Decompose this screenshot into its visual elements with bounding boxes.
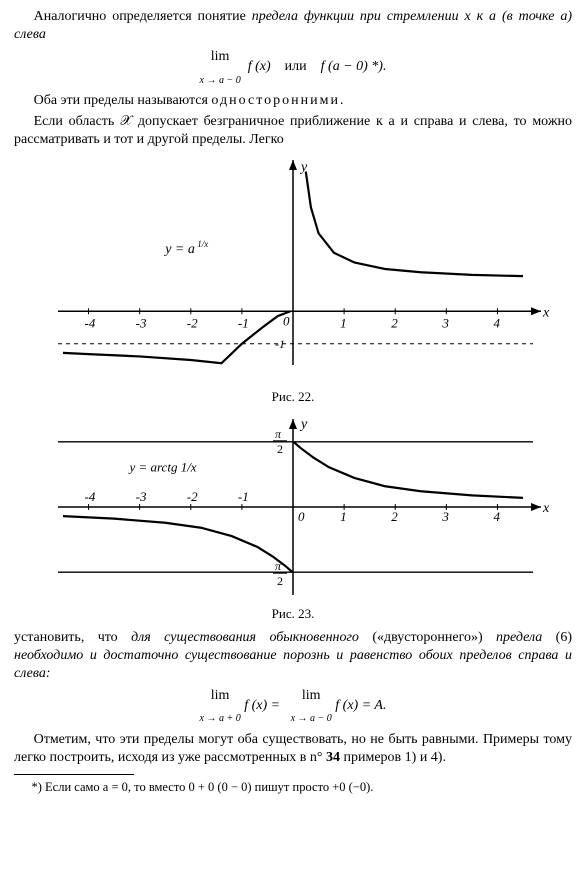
paragraph-1: Аналогично определяется понятие предела …	[14, 8, 572, 44]
svg-text:2: 2	[391, 315, 398, 330]
svg-text:4: 4	[493, 509, 500, 524]
formula-1: lim x → a − 0 f (x) или f (a − 0) *).	[14, 48, 572, 86]
svg-text:2: 2	[391, 509, 398, 524]
lim-symbol-2a: lim	[211, 688, 230, 703]
paragraph-4: установить, что для существования обыкно…	[14, 629, 572, 684]
formula-2: lim x → a + 0 f (x) = lim x → a − 0 f (x…	[14, 687, 572, 725]
svg-text:2: 2	[277, 442, 283, 456]
p5a: Отметим, что эти пределы могут оба сущес…	[14, 732, 572, 765]
paragraph-3: Если область 𝒳 допускает безграничное пр…	[14, 113, 572, 149]
f2-fx1: f (x) =	[244, 698, 280, 713]
svg-text:1: 1	[340, 315, 347, 330]
svg-text:y = a: y = a	[163, 242, 195, 257]
svg-text:y = arctg 1/x: y = arctg 1/x	[127, 460, 196, 475]
p4d: предела	[496, 630, 542, 645]
svg-text:-1: -1	[238, 315, 249, 330]
svg-text:0: 0	[298, 509, 305, 524]
svg-text:y: y	[299, 160, 308, 175]
svg-text:3: 3	[441, 509, 449, 524]
lim-sub-2a: x → a + 0	[200, 713, 241, 724]
paragraph-2: Оба эти пределы называются односторонним…	[14, 92, 572, 110]
lim-symbol-2b: lim	[302, 688, 321, 703]
para1-text: Аналогично определяется понятие	[34, 9, 252, 24]
svg-text:-2: -2	[187, 489, 198, 504]
svg-text:2: 2	[277, 574, 283, 588]
figure-23-caption: Рис. 23.	[14, 606, 572, 623]
svg-text:π: π	[275, 427, 282, 441]
svg-text:-3: -3	[136, 315, 147, 330]
svg-text:x: x	[542, 305, 550, 320]
p4f: необходимо и достаточно существование по…	[14, 648, 572, 681]
svg-text:x: x	[542, 501, 550, 516]
para3-text: Если область 𝒳 допускает безграничное пр…	[14, 114, 572, 147]
chart-23: -4-3-2-101234π2−π2y = arctg 1/xxy	[33, 412, 553, 602]
lim-sub-2b: x → a − 0	[291, 713, 332, 724]
p5b: 34	[326, 750, 340, 765]
figure-22: -4 -3 -2 -1 0 1 2 3 4 -1 y = a1/x x y	[14, 155, 572, 385]
svg-text:-4: -4	[85, 315, 96, 330]
p4a: установить, что	[14, 630, 131, 645]
p5c: примеров 1) и 4).	[340, 750, 446, 765]
chart-22: -4 -3 -2 -1 0 1 2 3 4 -1 y = a1/x x y	[33, 155, 553, 385]
para2-a: Оба эти пределы называются	[34, 93, 212, 108]
figure-23: -4-3-2-101234π2−π2y = arctg 1/xxy	[14, 412, 572, 602]
svg-text:y: y	[299, 417, 308, 432]
p4b: для существования обыкновенного	[131, 630, 359, 645]
svg-text:3: 3	[441, 315, 449, 330]
formula-fx: f (x)	[248, 60, 271, 75]
formula-right: f (a − 0) *).	[321, 60, 387, 75]
svg-text:-2: -2	[187, 315, 198, 330]
svg-text:-4: -4	[85, 489, 96, 504]
svg-text:1: 1	[340, 509, 347, 524]
svg-text:−: −	[265, 565, 272, 579]
svg-text:0: 0	[283, 313, 290, 328]
svg-text:-3: -3	[136, 489, 147, 504]
footnote-rule	[14, 774, 134, 775]
figure-22-caption: Рис. 22.	[14, 389, 572, 406]
para2-b: односторонними.	[211, 93, 345, 108]
lim-symbol: lim	[211, 49, 230, 64]
svg-text:4: 4	[493, 315, 500, 330]
p4e: (6)	[542, 630, 572, 645]
p4c: («двустороннего»)	[359, 630, 496, 645]
formula-or: или	[285, 60, 307, 75]
svg-text:-1: -1	[238, 489, 249, 504]
svg-text:-1: -1	[275, 337, 285, 351]
lim-subscript: x → a − 0	[200, 74, 241, 85]
footnote: *) Если само a = 0, то вместо 0 + 0 (0 −…	[14, 779, 572, 795]
paragraph-5: Отметим, что эти пределы могут оба сущес…	[14, 731, 572, 767]
f2-end: f (x) = A.	[335, 698, 386, 713]
svg-text:1/x: 1/x	[197, 239, 208, 249]
